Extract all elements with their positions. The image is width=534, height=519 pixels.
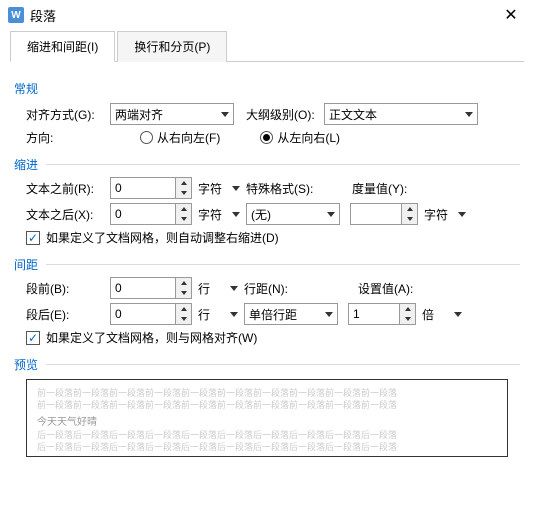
special-label: 特殊格式(S): — [246, 180, 318, 197]
spacing-before-value: 0 — [111, 278, 175, 298]
indent-after-value: 0 — [111, 204, 175, 224]
window-title: 段落 — [30, 6, 496, 25]
line-spacing-select[interactable]: 单倍行距 — [244, 303, 338, 325]
divider — [46, 264, 520, 265]
set-value: 1 — [349, 304, 399, 324]
set-value-spinner[interactable]: 1 — [348, 303, 416, 325]
outline-label: 大纲级别(O): — [246, 106, 318, 123]
indent-after-spinner[interactable]: 0 — [110, 203, 192, 225]
preview-filler: 前一段落前一段落前一段落前一段落前一段落前一段落前一段落前一段落前一段落前一段落 — [37, 400, 497, 412]
line-spacing-value: 单倍行距 — [249, 306, 321, 323]
close-button[interactable]: ✕ — [496, 5, 526, 25]
spin-up-icon[interactable] — [176, 278, 191, 288]
preview-box: 前一段落前一段落前一段落前一段落前一段落前一段落前一段落前一段落前一段落前一段落… — [26, 379, 508, 457]
spacing-after-value: 0 — [111, 304, 175, 324]
line-spacing-label: 行距(N): — [244, 280, 316, 297]
spin-up-icon[interactable] — [176, 304, 191, 314]
spacing-before-unit: 行 — [198, 280, 220, 297]
checkbox-icon: ✓ — [26, 331, 40, 345]
chevron-down-icon — [327, 212, 335, 217]
indent-grid-label: 如果定义了文档网格，则自动调整右缩进(D) — [46, 229, 279, 246]
section-preview-label: 预览 — [14, 356, 38, 373]
spin-down-icon[interactable] — [402, 214, 417, 224]
tab-line-page-break[interactable]: 换行和分页(P) — [117, 31, 227, 62]
chevron-down-icon[interactable] — [230, 312, 238, 317]
alignment-label: 对齐方式(G): — [26, 106, 104, 123]
metric-label: 度量值(Y): — [352, 180, 424, 197]
tab-bar: 缩进和间距(I) 换行和分页(P) — [10, 30, 524, 62]
indent-before-unit: 字符 — [198, 180, 222, 197]
titlebar: W 段落 ✕ — [0, 0, 534, 30]
direction-rtl-radio[interactable]: 从右向左(F) — [140, 129, 220, 146]
section-general-label: 常规 — [14, 80, 520, 97]
spacing-before-spinner[interactable]: 0 — [110, 277, 192, 299]
chevron-down-icon — [465, 112, 473, 117]
indent-after-label: 文本之后(X): — [26, 206, 104, 223]
spacing-after-spinner[interactable]: 0 — [110, 303, 192, 325]
section-indent-label: 缩进 — [14, 156, 38, 173]
dialog-content: 常规 对齐方式(G): 两端对齐 大纲级别(O): 正文文本 方向: 从右向左(… — [0, 62, 534, 467]
spin-up-icon[interactable] — [400, 304, 415, 314]
section-spacing-label: 间距 — [14, 256, 38, 273]
chevron-down-icon[interactable] — [232, 212, 240, 217]
spacing-after-label: 段后(E): — [26, 306, 104, 323]
chevron-down-icon[interactable] — [232, 186, 240, 191]
preview-filler-after: 后一段落后一段落后一段落后一段落后一段落后一段落后一段落后一段落后一段落后一段落 — [37, 442, 497, 454]
metric-spinner[interactable] — [350, 203, 418, 225]
spacing-after-unit: 行 — [198, 306, 220, 323]
tab-indent-spacing[interactable]: 缩进和间距(I) — [10, 31, 115, 62]
chevron-down-icon[interactable] — [230, 286, 238, 291]
preview-filler-after: 后一段落后一段落后一段落后一段落后一段落后一段落后一段落后一段落后一段落后一段落 — [37, 430, 497, 442]
spin-up-icon[interactable] — [176, 178, 191, 188]
spin-up-icon[interactable] — [176, 204, 191, 214]
chevron-down-icon — [221, 112, 229, 117]
direction-ltr-radio[interactable]: 从左向右(L) — [260, 129, 340, 146]
outline-value: 正文文本 — [329, 106, 461, 123]
spin-down-icon[interactable] — [176, 188, 191, 198]
special-value: (无) — [251, 206, 323, 223]
rtl-label: 从右向左(F) — [157, 129, 220, 146]
spacing-grid-label: 如果定义了文档网格，则与网格对齐(W) — [46, 329, 257, 346]
chevron-down-icon — [325, 312, 333, 317]
preview-sample-text: 今天天气好晴 — [37, 413, 497, 428]
ltr-label: 从左向右(L) — [277, 129, 340, 146]
metric-unit: 字符 — [424, 206, 448, 223]
spin-down-icon[interactable] — [176, 314, 191, 324]
chevron-down-icon[interactable] — [458, 212, 466, 217]
app-logo-icon: W — [8, 7, 24, 23]
divider — [46, 164, 520, 165]
indent-before-spinner[interactable]: 0 — [110, 177, 192, 199]
indent-grid-checkbox[interactable]: ✓ 如果定义了文档网格，则自动调整右缩进(D) — [26, 229, 279, 246]
spin-down-icon[interactable] — [400, 314, 415, 324]
outline-select[interactable]: 正文文本 — [324, 103, 478, 125]
checkbox-icon: ✓ — [26, 231, 40, 245]
alignment-select[interactable]: 两端对齐 — [110, 103, 234, 125]
indent-after-unit: 字符 — [198, 206, 222, 223]
chevron-down-icon[interactable] — [454, 312, 462, 317]
divider — [46, 364, 520, 365]
spin-down-icon[interactable] — [176, 214, 191, 224]
metric-value — [351, 204, 401, 224]
preview-filler: 前一段落前一段落前一段落前一段落前一段落前一段落前一段落前一段落前一段落前一段落 — [37, 388, 497, 400]
spin-down-icon[interactable] — [176, 288, 191, 298]
direction-label: 方向: — [26, 129, 104, 146]
radio-icon — [140, 131, 153, 144]
special-select[interactable]: (无) — [246, 203, 340, 225]
spacing-grid-checkbox[interactable]: ✓ 如果定义了文档网格，则与网格对齐(W) — [26, 329, 257, 346]
indent-before-label: 文本之前(R): — [26, 180, 104, 197]
spacing-before-label: 段前(B): — [26, 280, 104, 297]
set-value-label: 设置值(A): — [358, 280, 430, 297]
set-unit: 倍 — [422, 306, 444, 323]
indent-before-value: 0 — [111, 178, 175, 198]
spin-up-icon[interactable] — [402, 204, 417, 214]
radio-icon — [260, 131, 273, 144]
alignment-value: 两端对齐 — [115, 106, 217, 123]
